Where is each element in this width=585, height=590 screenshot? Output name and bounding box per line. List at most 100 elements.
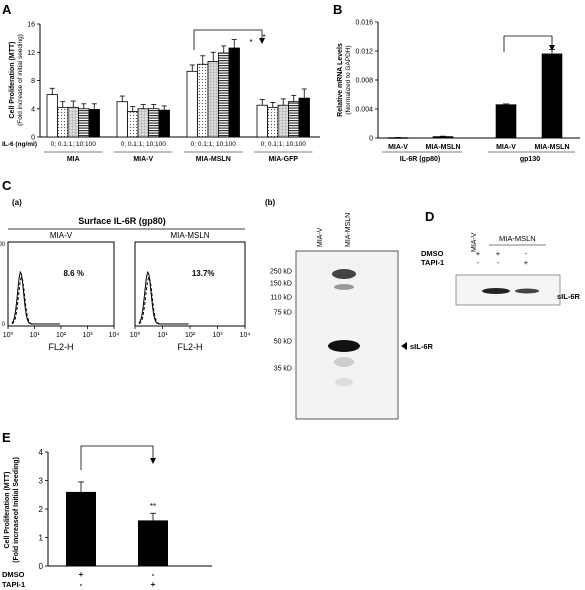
e-row-label: DMSO [2, 570, 25, 579]
flow-histogram-control [11, 275, 60, 325]
a-asterisk-2: * [262, 33, 265, 42]
a-bar [267, 106, 279, 138]
flow-xtick-label: 10¹ [157, 332, 168, 339]
blot-d-band-1 [482, 288, 510, 294]
flow-ytick-label: 0 [2, 322, 6, 328]
a-bar [197, 63, 209, 138]
a-ytick-label: 12 [27, 50, 35, 57]
blot-d-band-2 [515, 288, 539, 294]
a-dose-tick-label: 0; 0.1;1; 10;100 [191, 141, 237, 148]
blot-d-row-mark: + [476, 249, 481, 258]
blot-d-row-mark: + [524, 258, 529, 267]
blot-b-marker: 250 kD [270, 269, 292, 276]
blot-b-lane-1: MIA-V [317, 227, 324, 247]
b-bracket-arrow [549, 45, 555, 51]
a-bar [67, 106, 79, 138]
b-category-label: MIA-V [496, 144, 516, 151]
b-category-label: MIA-V [388, 144, 408, 151]
blot-b-marker: 35 kD [274, 366, 292, 373]
panel-label-c-a: (a) [12, 198, 22, 207]
blot-b-marker: 50 kD [274, 339, 292, 346]
flow-xtick-label: 10⁰ [3, 331, 14, 339]
blot-d-lane-2: MIA-MSLN [499, 234, 536, 243]
blot-d-row-mark: - [497, 258, 500, 267]
e-bracket [80, 445, 154, 470]
a-bar [228, 47, 240, 138]
b-bracket [503, 35, 553, 52]
blot-b-marker: 150 kD [270, 281, 292, 288]
b-group-label: IL-6R (gp80) [400, 156, 440, 163]
e-bracket-arrow [150, 458, 156, 464]
e-ylabel2: (Fold increaseof Initial Seeding) [13, 457, 20, 563]
panel-letter-a: A [2, 2, 12, 17]
blot-b-lane-2: MIA-MSLN [345, 213, 352, 247]
b-bar [495, 104, 517, 139]
e-ytick-label: 3 [39, 477, 44, 486]
flow-percent: 8.6 % [63, 269, 83, 278]
blot-b-band-high-2 [334, 284, 354, 290]
a-bar [158, 109, 170, 138]
a-bar [298, 97, 310, 138]
e-ytick-label: 2 [39, 505, 44, 514]
flow-xtick-label: 10⁰ [130, 331, 141, 339]
flow-xlabel: FL2-H [48, 342, 73, 352]
blot-d-row-label: TAPI-1 [421, 258, 444, 267]
a-dose-tick-label: 0; 0.1;1; 10;100 [121, 141, 167, 148]
flow-plot-title: MIA-MSLN [170, 231, 209, 240]
a-dose-tick-label: 0; 0.1;1; 10;100 [261, 141, 307, 148]
a-bar [207, 61, 219, 138]
a-asterisk-1: * [249, 38, 252, 47]
blot-d-row-label: DMSO [421, 249, 444, 258]
flow-xlabel: FL2-H [177, 342, 202, 352]
a-bracket [193, 29, 263, 50]
a-ytick-label: 4 [31, 106, 35, 113]
flow-plot-frame [7, 241, 115, 327]
blot-d-band-label: sIL-6R [557, 292, 581, 301]
blot-b-band-high [332, 269, 356, 279]
flow-xtick-label: 10³ [82, 332, 93, 339]
b-ytick-label: 0.004 [355, 107, 373, 114]
e-row-mark: + [151, 580, 156, 589]
a-bar [186, 70, 198, 138]
a-bar [78, 108, 90, 138]
a-bar [277, 104, 289, 138]
a-dose-tick-label: 0; 0.1;1; 10;100 [51, 141, 97, 148]
flow-cytometry: Surface IL-6R (gp80) MIA-V 8.6 % 10⁰ 10¹ 10²… [0, 216, 250, 352]
a-ylabel: Cell Proliferation (MTT) [9, 42, 16, 119]
panel-label-c-b: (b) [265, 198, 276, 207]
flow-plot-title: MIA-V [50, 231, 73, 240]
flow-xtick-label: 10¹ [29, 332, 40, 339]
flow-xtick-label: 10⁴ [109, 332, 120, 339]
flow-percent: 13.7% [192, 269, 215, 278]
a-bar [88, 109, 100, 138]
a-bar [256, 104, 268, 138]
a-bar [116, 101, 128, 138]
e-bar [138, 520, 168, 566]
e-ytick-label: 0 [39, 562, 44, 571]
blot-d: MIA-V MIA-MSLN DMSO + + -TAPI-1- - + sIL-6R [421, 232, 581, 306]
a-bar [218, 52, 230, 138]
flow-title: Surface IL-6R (gp80) [78, 216, 166, 226]
blot-b-marker: 110 kD [270, 295, 292, 302]
a-group-label: MIA-MSLN [196, 156, 231, 163]
a-bar [288, 101, 300, 138]
panel-letter-b: B [333, 2, 342, 17]
a-bar [127, 111, 139, 138]
a-bracket-arrow [259, 38, 265, 44]
flow-xtick-label: 10² [185, 332, 196, 339]
b-ytick-label: 0.008 [355, 78, 373, 85]
a-group-label: MIA-GFP [268, 156, 298, 163]
chart-a: Cell Proliferation (MTT) (Fold increase … [2, 22, 320, 163]
e-row-mark: + [79, 570, 84, 579]
blot-b-smear-2 [335, 378, 353, 386]
b-ytick-label: 0.016 [355, 20, 373, 27]
blot-b-marker: 75 kD [274, 310, 292, 317]
blot-d-row-mark: - [525, 249, 528, 258]
a-bar [148, 108, 160, 138]
blot-b-band-label: sIL-6R [410, 342, 434, 351]
blot-d-row-mark: - [477, 258, 480, 267]
flow-xtick-label: 10² [56, 332, 67, 339]
b-bar [432, 136, 454, 139]
a-group-label: MIA-V [133, 156, 153, 163]
blot-b-arrow [401, 342, 407, 350]
